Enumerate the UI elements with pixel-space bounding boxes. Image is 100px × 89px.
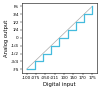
X-axis label: Digital input: Digital input: [43, 82, 76, 87]
Y-axis label: Analog output: Analog output: [4, 19, 9, 57]
